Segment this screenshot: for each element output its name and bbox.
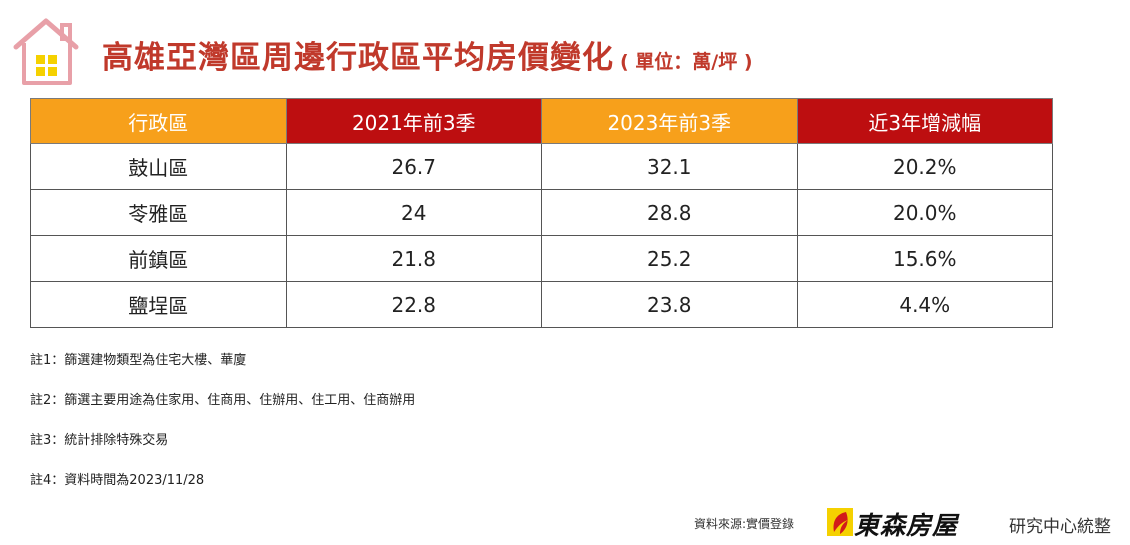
table-cell: 苓雅區 [30, 189, 287, 236]
table-cell: 前鎮區 [30, 235, 287, 282]
table-row: 前鎮區 21.8 25.2 15.6% [30, 235, 1053, 282]
house-icon [13, 18, 79, 85]
table-cell: 21.8 [285, 235, 542, 282]
table-cell: 26.7 [285, 143, 542, 190]
unit-label: ( 單位：萬/坪 ) [620, 51, 753, 73]
brand-name: 東森房屋 [854, 511, 959, 540]
price-table: 行政區 2021年前3季 2023年前3季 近3年增減幅 鼓山區 26.7 32… [30, 98, 1053, 328]
footnote-3: 註3：統計排除特殊交易 [30, 433, 169, 448]
table-cell: 28.8 [541, 189, 798, 236]
table-header-row: 行政區 2021年前3季 2023年前3季 近3年增減幅 [30, 98, 1053, 144]
table-cell: 32.1 [541, 143, 798, 190]
brand-logo-icon [827, 508, 853, 536]
table-row: 苓雅區 24 28.8 20.0% [30, 189, 1053, 236]
footnote-2: 註2：篩選主要用途為住家用、住商用、住辦用、住工用、住商辦用 [30, 393, 416, 408]
source-text: 資料來源:實價登錄 [694, 517, 795, 531]
column-header-district: 行政區 [30, 98, 287, 144]
table-cell: 25.2 [541, 235, 798, 282]
table-cell: 15.6% [796, 235, 1053, 282]
column-header-2023: 2023年前3季 [541, 98, 798, 144]
table-cell: 鼓山區 [30, 143, 287, 190]
table-cell: 4.4% [796, 281, 1053, 328]
table-row: 鼓山區 26.7 32.1 20.2% [30, 143, 1053, 190]
column-header-2021: 2021年前3季 [285, 98, 542, 144]
footnote-4: 註4：資料時間為2023/11/28 [30, 473, 205, 488]
table-cell: 22.8 [285, 281, 542, 328]
table-cell: 24 [285, 189, 542, 236]
table-cell: 20.2% [796, 143, 1053, 190]
table-cell: 鹽埕區 [30, 281, 287, 328]
dept-text: 研究中心統整 [1009, 517, 1111, 537]
table-row: 鹽埕區 22.8 23.8 4.4% [30, 281, 1053, 328]
page-title-wrap: 高雄亞灣區周邊行政區平均房價變化 ( 單位：萬/坪 ) [102, 32, 753, 77]
column-header-change: 近3年增減幅 [796, 98, 1053, 144]
table-cell: 23.8 [541, 281, 798, 328]
table-cell: 20.0% [796, 189, 1053, 236]
footnote-1: 註1：篩選建物類型為住宅大樓、華廈 [30, 353, 247, 368]
page-title: 高雄亞灣區周邊行政區平均房價變化 [102, 40, 614, 76]
